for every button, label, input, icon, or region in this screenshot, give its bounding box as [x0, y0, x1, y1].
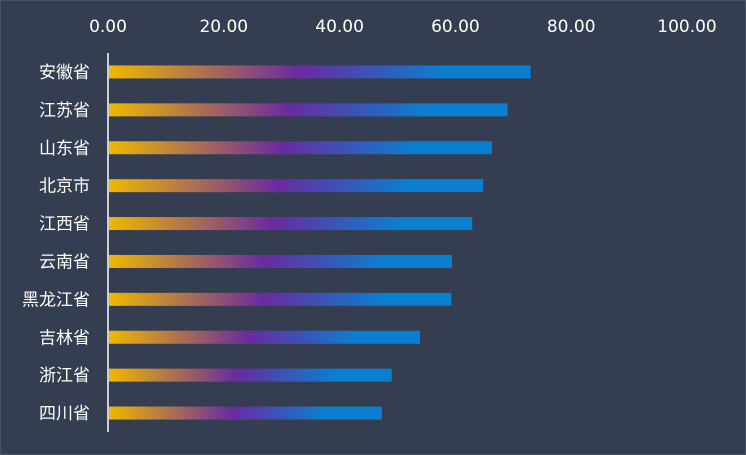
bar	[109, 330, 421, 344]
bar	[109, 406, 382, 420]
x-tick-label: 100.00	[657, 17, 716, 37]
category-label: 江苏省	[39, 101, 90, 121]
category-label: 安徽省	[39, 63, 90, 83]
x-axis-ticks: 0.00 20.00 40.00 60.00 80.00 100.00	[89, 17, 717, 37]
category-label: 云南省	[39, 252, 90, 272]
bars	[109, 65, 531, 420]
bar	[109, 103, 508, 117]
x-tick-label: 60.00	[431, 17, 480, 37]
bar	[109, 254, 452, 268]
category-label: 吉林省	[39, 328, 90, 348]
x-tick-label: 0.00	[89, 17, 127, 37]
category-label: 江西省	[39, 215, 90, 235]
category-label: 北京市	[39, 177, 90, 197]
x-tick-label: 20.00	[199, 17, 248, 37]
category-label: 浙江省	[39, 366, 90, 386]
x-tick-label: 80.00	[547, 17, 596, 37]
bar	[109, 292, 452, 306]
x-tick-label: 40.00	[315, 17, 364, 37]
category-label: 山东省	[39, 139, 90, 159]
category-label: 黑龙江省	[22, 290, 90, 310]
bar	[109, 141, 492, 155]
bar	[109, 368, 392, 382]
bar	[109, 65, 531, 79]
bar	[109, 217, 473, 231]
bar	[109, 179, 484, 193]
category-label: 四川省	[39, 404, 90, 424]
